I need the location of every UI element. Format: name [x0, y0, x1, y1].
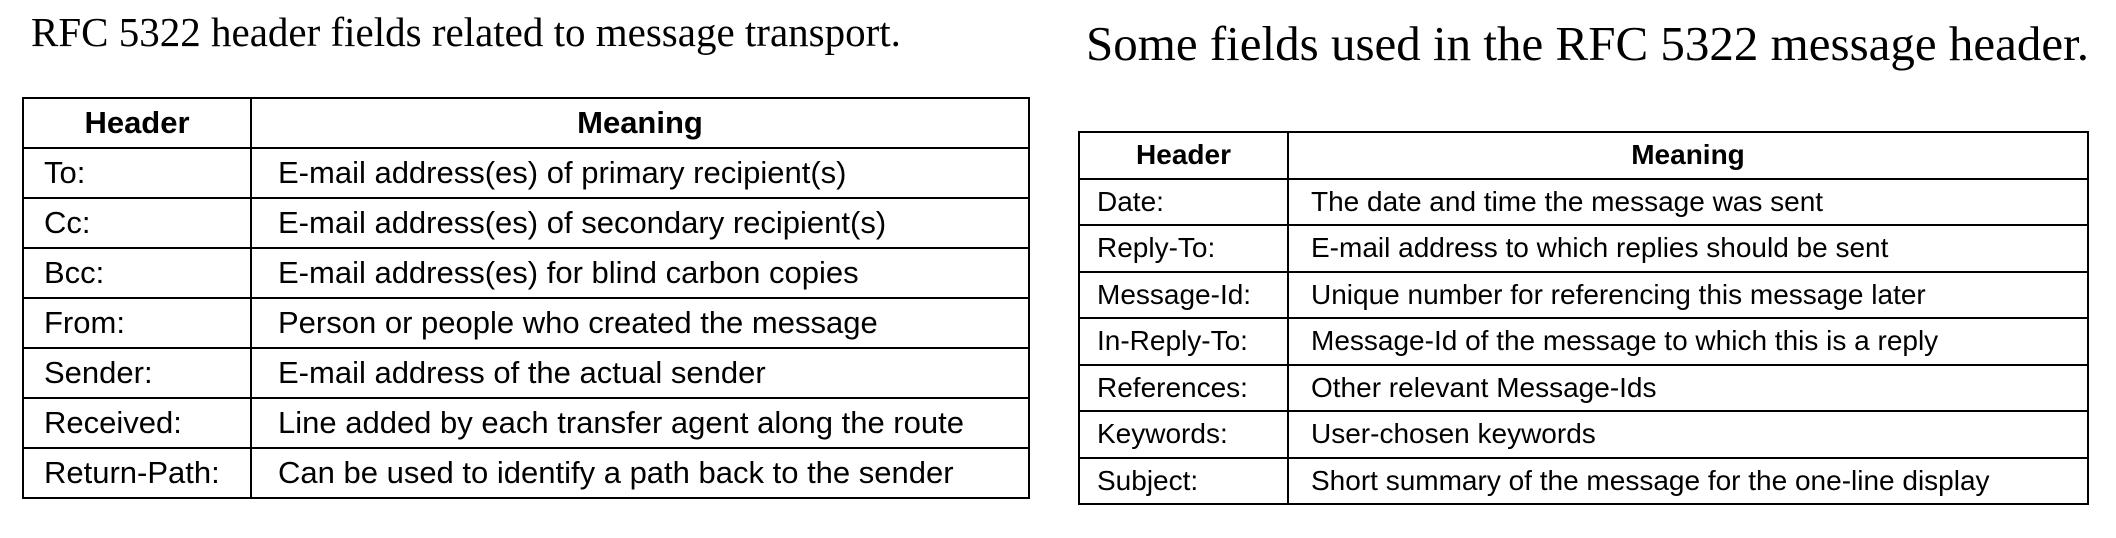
transport-fields-table: Header Meaning To: E-mail address(es) of…	[22, 97, 1030, 499]
transport-fields-caption: RFC 5322 header fields related to messag…	[31, 9, 901, 55]
header-cell: Keywords:	[1078, 410, 1289, 459]
meaning-cell: Line added by each transfer agent along …	[250, 397, 1030, 449]
meaning-cell: The date and time the message was sent	[1287, 177, 2089, 226]
table-header-row: Header Meaning	[1078, 131, 2089, 180]
header-cell: Reply-To:	[1078, 224, 1289, 273]
table-row: Subject: Short summary of the message fo…	[1078, 456, 2089, 505]
header-cell: To:	[22, 147, 252, 199]
header-cell: Message-Id:	[1078, 270, 1289, 319]
table-row: Sender: E-mail address of the actual sen…	[22, 347, 1030, 399]
table-row: Message-Id: Unique number for referencin…	[1078, 270, 2089, 319]
meaning-cell: E-mail address(es) for blind carbon copi…	[250, 247, 1030, 299]
header-cell: From:	[22, 297, 252, 349]
meaning-cell: Message-Id of the message to which this …	[1287, 317, 2089, 366]
header-cell: Date:	[1078, 177, 1289, 226]
meaning-cell: Unique number for referencing this messa…	[1287, 270, 2089, 319]
table-row: References: Other relevant Message-Ids	[1078, 363, 2089, 412]
table-row: To: E-mail address(es) of primary recipi…	[22, 147, 1030, 199]
column-header-meaning: Meaning	[250, 97, 1030, 149]
table-row: Received: Line added by each transfer ag…	[22, 397, 1030, 449]
header-cell: Bcc:	[22, 247, 252, 299]
table-row: Bcc: E-mail address(es) for blind carbon…	[22, 247, 1030, 299]
header-cell: Sender:	[22, 347, 252, 399]
meaning-cell: User-chosen keywords	[1287, 410, 2089, 459]
table-row: Return-Path: Can be used to identify a p…	[22, 447, 1030, 499]
table-row: Reply-To: E-mail address to which replie…	[1078, 224, 2089, 273]
table-row: Date: The date and time the message was …	[1078, 177, 2089, 226]
meaning-cell: E-mail address(es) of secondary recipien…	[250, 197, 1030, 249]
header-cell: Subject:	[1078, 456, 1289, 505]
table-row: From: Person or people who created the m…	[22, 297, 1030, 349]
table-row: In-Reply-To: Message-Id of the message t…	[1078, 317, 2089, 366]
header-cell: References:	[1078, 363, 1289, 412]
column-header-meaning: Meaning	[1287, 131, 2089, 180]
header-cell: Cc:	[22, 197, 252, 249]
meaning-cell: E-mail address to which replies should b…	[1287, 224, 2089, 273]
header-fields-table: Header Meaning Date: The date and time t…	[1078, 131, 2089, 505]
header-cell: In-Reply-To:	[1078, 317, 1289, 366]
column-header-header: Header	[1078, 131, 1289, 180]
column-header-header: Header	[22, 97, 252, 149]
header-cell: Return-Path:	[22, 447, 252, 499]
table-header-row: Header Meaning	[22, 97, 1030, 149]
meaning-cell: Can be used to identify a path back to t…	[250, 447, 1030, 499]
table-row: Keywords: User-chosen keywords	[1078, 410, 2089, 459]
header-cell: Received:	[22, 397, 252, 449]
meaning-cell: Other relevant Message-Ids	[1287, 363, 2089, 412]
meaning-cell: Person or people who created the message	[250, 297, 1030, 349]
meaning-cell: E-mail address of the actual sender	[250, 347, 1030, 399]
meaning-cell: E-mail address(es) of primary recipient(…	[250, 147, 1030, 199]
table-row: Cc: E-mail address(es) of secondary reci…	[22, 197, 1030, 249]
header-fields-caption: Some fields used in the RFC 5322 message…	[1086, 16, 2089, 71]
meaning-cell: Short summary of the message for the one…	[1287, 456, 2089, 505]
